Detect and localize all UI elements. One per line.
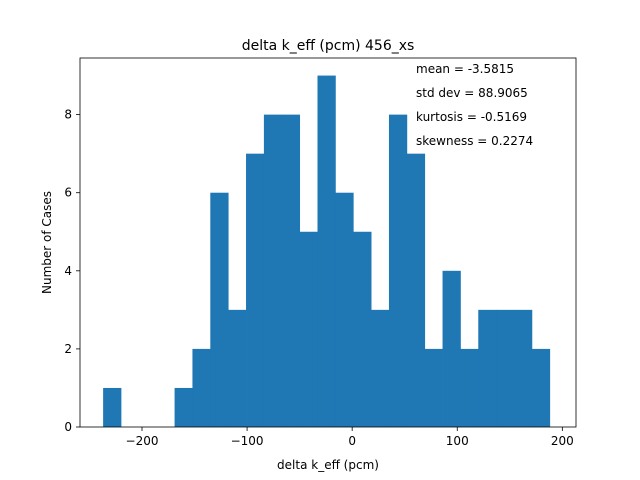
histogram-bar	[299, 231, 318, 427]
histogram-bar	[406, 153, 426, 427]
x-axis-label: delta k_eff (pcm)	[277, 458, 379, 472]
mean-annotation: mean = -3.5815	[416, 62, 514, 76]
histogram-bar	[228, 309, 247, 427]
histogram-bar	[246, 153, 265, 427]
x-tick-label: −200	[126, 434, 159, 448]
histogram-bar	[496, 309, 515, 427]
y-tick-label: 0	[64, 420, 72, 434]
y-axis-ticks: 0 2 4 6 8	[64, 108, 80, 434]
histogram-bar	[531, 348, 551, 427]
kurtosis-annotation: kurtosis = -0.5169	[416, 110, 527, 124]
y-tick-label: 6	[64, 186, 72, 200]
histogram-bar	[103, 387, 122, 427]
histogram-bars	[103, 75, 551, 428]
x-axis-ticks: −200 −100 0 100 200	[126, 427, 574, 448]
histogram-bar	[514, 309, 533, 427]
x-tick-label: −100	[231, 434, 264, 448]
x-tick-label: 100	[446, 434, 469, 448]
histogram-bar	[281, 114, 301, 427]
y-tick-label: 8	[64, 108, 72, 122]
histogram-bar	[353, 231, 372, 427]
histogram-bar	[371, 309, 390, 427]
y-tick-label: 4	[64, 264, 72, 278]
histogram-bar	[192, 348, 211, 427]
histogram-bar	[388, 114, 408, 427]
x-tick-label: 200	[551, 434, 574, 448]
histogram-bar	[442, 270, 461, 427]
std-dev-annotation: std dev = 88.9065	[416, 86, 528, 100]
histogram-bar	[478, 309, 497, 427]
skewness-annotation: skewness = 0.2274	[416, 134, 533, 148]
histogram-bar	[174, 387, 193, 427]
histogram-bar	[263, 114, 283, 427]
histogram-bar	[424, 348, 443, 427]
x-tick-label: 0	[348, 434, 356, 448]
y-tick-label: 2	[64, 342, 72, 356]
y-axis-label: Number of Cases	[40, 191, 54, 294]
plot-frame	[79, 57, 577, 428]
histogram-bar	[335, 192, 354, 427]
histogram-bar	[317, 75, 336, 428]
histogram-bar	[460, 348, 479, 427]
histogram-bar	[210, 192, 229, 427]
chart-title: delta k_eff (pcm) 456_xs	[242, 38, 415, 54]
